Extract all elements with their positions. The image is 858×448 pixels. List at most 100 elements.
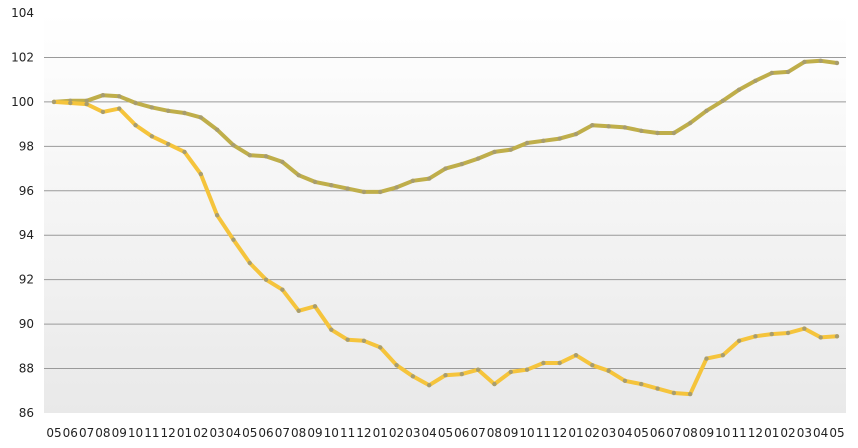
x-tick-label: 11 bbox=[340, 426, 355, 440]
data-point bbox=[231, 143, 236, 148]
data-point bbox=[361, 338, 367, 343]
x-tick-label: 12 bbox=[161, 426, 176, 440]
x-tick-label: 06 bbox=[650, 426, 665, 440]
x-tick-label: 10 bbox=[128, 426, 143, 440]
x-tick-label: 10 bbox=[324, 426, 339, 440]
x-tick-label: 12 bbox=[748, 426, 763, 440]
series-group bbox=[51, 58, 840, 397]
data-point bbox=[280, 287, 285, 292]
data-point bbox=[117, 106, 122, 111]
data-point bbox=[378, 345, 383, 350]
data-point bbox=[198, 115, 204, 120]
x-tick-label: 04 bbox=[617, 426, 632, 440]
x-tick-label: 06 bbox=[63, 426, 78, 440]
data-point bbox=[834, 334, 840, 339]
x-tick-label: 09 bbox=[112, 426, 127, 440]
data-point bbox=[182, 110, 187, 116]
data-point bbox=[655, 386, 660, 391]
data-point bbox=[296, 173, 301, 178]
x-tick-label: 11 bbox=[536, 426, 551, 440]
y-tick-label: 102 bbox=[11, 50, 34, 64]
x-tick-label: 08 bbox=[291, 426, 306, 440]
data-point bbox=[622, 378, 628, 383]
data-point bbox=[736, 338, 742, 343]
x-tick-label: 09 bbox=[699, 426, 714, 440]
x-tick-label: 07 bbox=[666, 426, 681, 440]
data-point bbox=[492, 149, 497, 155]
x-tick-label: 01 bbox=[764, 426, 779, 440]
data-point bbox=[769, 331, 774, 337]
data-point bbox=[655, 130, 660, 136]
y-tick-label: 90 bbox=[19, 317, 34, 331]
x-tick-label: 04 bbox=[226, 426, 241, 440]
x-tick-label: 09 bbox=[503, 426, 518, 440]
data-point bbox=[84, 98, 89, 103]
data-point bbox=[704, 108, 709, 113]
x-tick-label: 07 bbox=[79, 426, 94, 440]
x-tick-label: 11 bbox=[731, 426, 746, 440]
data-point bbox=[508, 147, 513, 152]
y-tick-label: 86 bbox=[19, 406, 34, 420]
y-tick-label: 98 bbox=[19, 139, 34, 153]
x-tick-label: 10 bbox=[519, 426, 534, 440]
data-point bbox=[312, 179, 318, 185]
data-point bbox=[492, 381, 497, 387]
data-point bbox=[802, 59, 807, 65]
data-point bbox=[590, 123, 595, 128]
x-tick-label: 03 bbox=[601, 426, 616, 440]
data-point bbox=[785, 330, 791, 336]
data-point bbox=[622, 125, 628, 130]
x-axis: 05 06 07 08 09 10 11 12 01 02 03 04 05 06 07 08 09 10 11 12… bbox=[46, 426, 844, 440]
data-point bbox=[573, 353, 579, 358]
data-point bbox=[345, 186, 350, 191]
x-tick-label: 06 bbox=[258, 426, 273, 440]
data-point bbox=[149, 105, 155, 110]
gridlines bbox=[44, 56, 846, 370]
data-point bbox=[475, 156, 481, 161]
data-point bbox=[541, 360, 546, 366]
data-point bbox=[834, 60, 840, 66]
x-tick-label: 07 bbox=[275, 426, 290, 440]
data-point bbox=[753, 334, 758, 339]
x-tick-label: 02 bbox=[585, 426, 600, 440]
x-tick-label: 02 bbox=[780, 426, 795, 440]
data-point bbox=[410, 178, 416, 183]
data-point bbox=[247, 260, 252, 266]
x-tick-label: 03 bbox=[209, 426, 224, 440]
x-tick-label: 05 bbox=[634, 426, 649, 440]
data-point bbox=[785, 69, 791, 75]
x-tick-label: 05 bbox=[46, 426, 61, 440]
y-tick-label: 92 bbox=[19, 273, 34, 287]
x-tick-label: 05 bbox=[438, 426, 453, 440]
x-tick-label: 02 bbox=[193, 426, 208, 440]
data-point bbox=[394, 363, 399, 368]
data-point bbox=[182, 149, 187, 155]
data-point bbox=[769, 70, 774, 76]
x-tick-label: 07 bbox=[470, 426, 485, 440]
y-tick-label: 94 bbox=[19, 228, 34, 242]
data-point bbox=[231, 237, 236, 242]
data-point bbox=[214, 213, 220, 218]
data-point bbox=[736, 87, 742, 92]
data-point bbox=[394, 185, 399, 190]
x-tick-label: 09 bbox=[307, 426, 322, 440]
data-point bbox=[475, 367, 481, 372]
data-point bbox=[802, 326, 807, 331]
y-tick-label: 88 bbox=[19, 362, 34, 376]
data-point bbox=[198, 171, 204, 177]
y-tick-label: 100 bbox=[11, 95, 34, 109]
data-point bbox=[590, 363, 595, 368]
x-tick-label: 02 bbox=[389, 426, 404, 440]
data-point bbox=[133, 100, 138, 106]
data-point bbox=[426, 383, 432, 388]
x-tick-label: 10 bbox=[715, 426, 730, 440]
data-point bbox=[165, 141, 171, 147]
data-point bbox=[557, 136, 562, 141]
x-tick-label: 01 bbox=[568, 426, 583, 440]
data-point bbox=[508, 369, 513, 375]
x-tick-label: 04 bbox=[422, 426, 437, 440]
data-point bbox=[687, 120, 693, 126]
data-point bbox=[818, 58, 823, 63]
data-point bbox=[165, 108, 171, 113]
data-point bbox=[329, 183, 334, 188]
